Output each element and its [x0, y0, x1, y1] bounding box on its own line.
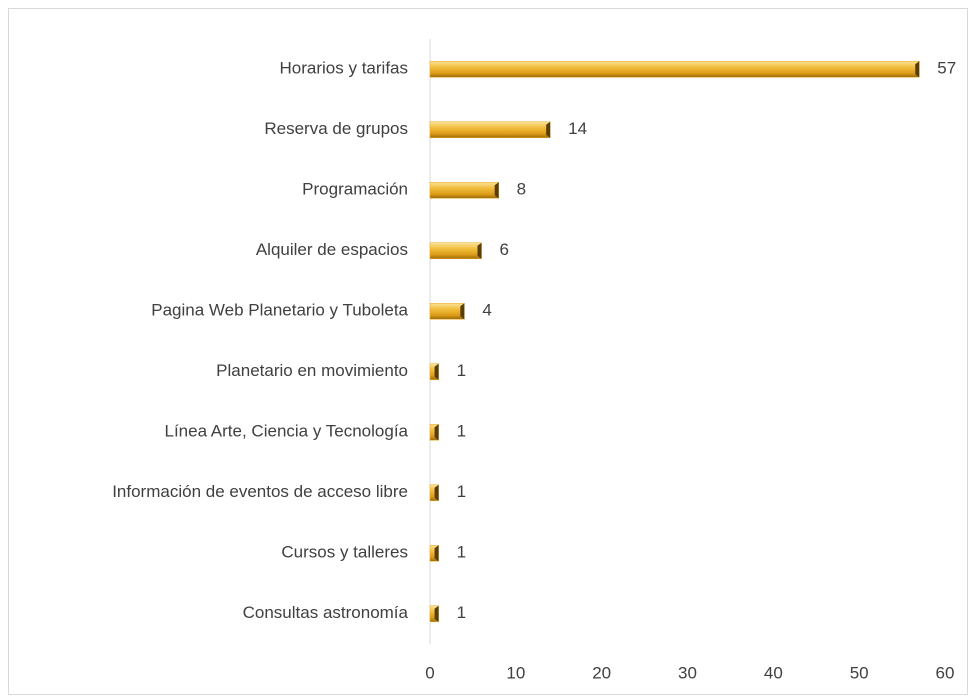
bar-bevel	[915, 61, 920, 78]
x-tick-label: 40	[764, 663, 783, 682]
x-tick-label: 30	[678, 663, 697, 682]
x-tick-label: 20	[592, 663, 611, 682]
y-tick-label: Consultas astronomía	[243, 603, 409, 622]
y-tick-label: Programación	[302, 180, 408, 199]
y-tick-label: Reserva de grupos	[264, 119, 408, 138]
bar-bevel	[494, 182, 499, 199]
y-tick-label: Alquiler de espacios	[256, 240, 408, 259]
y-tick-label: Pagina Web Planetario y Tuboleta	[151, 301, 408, 320]
y-tick-label: Cursos y talleres	[281, 543, 408, 562]
bar-bevel	[434, 545, 439, 562]
y-tick-label: Información de eventos de acceso libre	[112, 482, 408, 501]
bar-bevel	[434, 363, 439, 380]
x-tick-label: 50	[850, 663, 869, 682]
data-label: 57	[937, 59, 956, 78]
data-label: 1	[457, 482, 466, 501]
x-tick-label: 0	[425, 663, 434, 682]
bar	[429, 303, 465, 320]
bar-bevel	[460, 303, 465, 320]
bar-bevel	[546, 121, 551, 138]
y-tick-label: Línea Arte, Ciencia y Tecnología	[164, 422, 408, 441]
bar-bevel	[477, 242, 482, 259]
x-tick-label: 10	[506, 663, 525, 682]
data-label: 14	[568, 119, 587, 138]
data-label: 1	[457, 603, 466, 622]
data-label: 4	[482, 301, 491, 320]
y-tick-label: Horarios y tarifas	[280, 59, 408, 78]
data-label: 8	[517, 180, 526, 199]
data-label: 1	[457, 422, 466, 441]
x-tick-label: 60	[936, 663, 955, 682]
bar	[429, 121, 551, 138]
bar	[429, 242, 482, 259]
chart-border	[8, 8, 968, 695]
bar	[429, 61, 920, 78]
data-label: 6	[500, 240, 509, 259]
bar-bevel	[434, 605, 439, 622]
bar-bevel	[434, 484, 439, 501]
data-label: 1	[457, 361, 466, 380]
data-label: 1	[457, 543, 466, 562]
plot-area: 0 10 20 30 40 50 60 Horarios y tarifas 57 Reserva…	[112, 39, 956, 682]
y-tick-label: Planetario en movimiento	[216, 361, 408, 380]
bar	[429, 182, 499, 199]
bar-bevel	[434, 424, 439, 441]
